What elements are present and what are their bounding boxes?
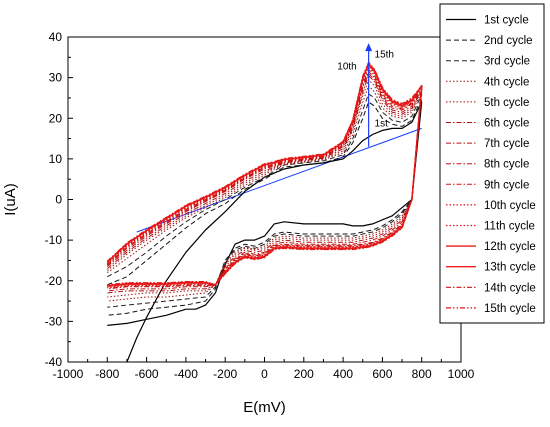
x-tick-label-3: -400 [174,367,198,381]
y-tick-label-8: 40 [49,30,63,44]
legend-label-13: 13th cycle [484,262,536,274]
y-tick-label-0: -40 [45,355,63,369]
legend-label-11: 11th cycle [484,221,535,233]
legend-label-2: 2nd cycle [484,35,533,47]
x-tick-label-1: -800 [95,367,119,381]
annotation-3: 1st [375,118,389,129]
x-tick-label-4: -200 [213,367,237,381]
y-axis-title: I(uA) [2,183,19,216]
series-line-7 [106,73,423,292]
y-tick-label-4: 0 [55,193,62,207]
y-tick-label-6: 20 [49,111,63,125]
y-tick-label-1: -30 [45,314,63,328]
series-line-5 [106,79,423,298]
legend-label-8: 8th cycle [484,159,529,171]
series-line-11 [106,64,423,288]
axes-layer: -1000 -800 -600 -400 -200 0 200 400 600 800 1000-4… [45,30,475,381]
y-tick-label-7: 30 [49,71,63,85]
legend-label-12: 12th cycle [484,241,536,253]
y-tick-label-2: -20 [45,274,63,288]
legend: 1st cycle 2nd cycle 3rd cycle 4th cycle 5th … [439,3,545,324]
series-line-6 [106,75,423,294]
legend-label-7: 7th cycle [484,138,529,150]
legend-label-5: 5th cycle [484,97,529,109]
x-tick-label-2: -600 [135,367,159,381]
series-line-1 [107,101,423,362]
x-tick-label-0: -1000 [53,367,84,381]
annotation-2: 15th [375,49,394,60]
series-line-15 [106,61,423,286]
x-tick-label-5: 0 [261,367,268,381]
x-tick-label-7: 400 [333,367,353,381]
annotation-1: 10th [337,62,356,73]
series-layer [106,61,423,362]
y-tick-label-5: 10 [49,152,63,166]
legend-label-14: 14th cycle [484,282,536,294]
x-tick-label-6: 200 [294,367,314,381]
x-tick-label-8: 600 [372,367,392,381]
legend-label-1: 1st cycle [484,15,529,27]
legend-label-3: 3rd cycle [484,56,530,68]
baseline-line [136,127,422,233]
x-tick-label-10: 1000 [448,367,475,381]
legend-label-6: 6th cycle [484,118,529,130]
legend-label-15: 15th cycle [484,303,536,315]
legend-label-9: 9th cycle [484,179,529,191]
peak-arrow-head [365,43,373,52]
x-axis-title: E(mV) [243,399,286,416]
legend-label-4: 4th cycle [484,76,529,88]
x-tick-label-9: 800 [412,367,432,381]
annotation-layer: 10th 15th 1st [337,43,394,147]
legend-label-10: 10th cycle [484,200,536,212]
y-tick-label-3: -10 [45,233,63,247]
